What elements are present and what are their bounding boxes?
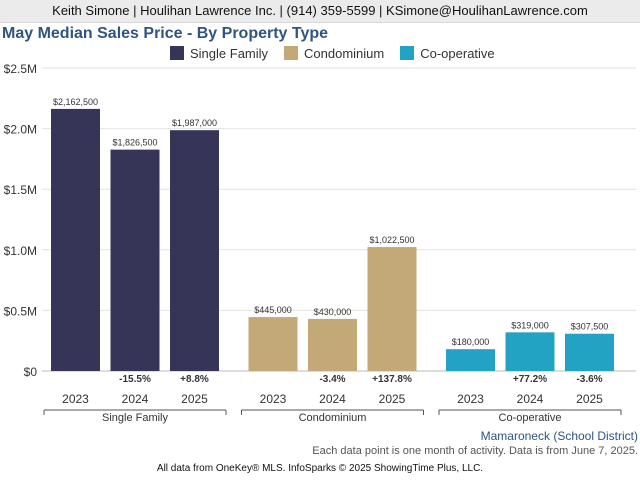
group-label: Single Family bbox=[102, 412, 169, 424]
change-label: -3.4% bbox=[319, 374, 345, 385]
bar-value-label: $430,000 bbox=[314, 307, 352, 317]
bar-value-label: $180,000 bbox=[452, 337, 490, 347]
y-tick-label: $1.5M bbox=[4, 183, 37, 197]
legend-swatch-co-operative bbox=[400, 46, 415, 60]
change-label: -3.6% bbox=[576, 374, 602, 385]
contact-banner: Keith Simone | Houlihan Lawrence Inc. | … bbox=[0, 0, 640, 23]
x-tick-label: 2025 bbox=[379, 392, 406, 406]
bar bbox=[110, 149, 160, 371]
bar-value-label: $1,826,500 bbox=[112, 138, 157, 148]
x-tick-label: 2025 bbox=[576, 392, 603, 406]
change-label: -15.5% bbox=[119, 374, 151, 385]
chart-legend: Single Family Condominium Co-operative bbox=[170, 45, 511, 61]
x-tick-label: 2023 bbox=[260, 392, 287, 406]
chart-title: May Median Sales Price - By Property Typ… bbox=[2, 25, 329, 42]
y-tick-label: $1.0M bbox=[4, 244, 37, 258]
bar bbox=[170, 130, 219, 371]
x-tick-label: 2024 bbox=[319, 392, 346, 406]
bar-value-label: $319,000 bbox=[511, 320, 549, 330]
group-label: Condominium bbox=[299, 412, 367, 424]
x-tick-label: 2025 bbox=[181, 392, 208, 406]
legend-item-single-family[interactable]: Single Family bbox=[170, 46, 268, 61]
bar bbox=[446, 349, 495, 371]
legend-item-co-operative[interactable]: Co-operative bbox=[400, 45, 495, 61]
bar-value-label: $307,500 bbox=[571, 322, 609, 332]
group-label: Co-operative bbox=[499, 412, 562, 424]
chart-subtitle: Mamaroneck (School District) bbox=[480, 429, 638, 443]
x-tick-label: 2023 bbox=[62, 392, 89, 406]
legend-item-condominium[interactable]: Condominium bbox=[284, 46, 384, 61]
x-tick-label: 2023 bbox=[457, 392, 484, 406]
data-note: Each data point is one month of activity… bbox=[312, 445, 638, 457]
bar bbox=[367, 247, 417, 371]
legend-label-single-family: Single Family bbox=[190, 45, 269, 61]
y-tick-label: $2.5M bbox=[4, 62, 37, 76]
bar bbox=[565, 333, 614, 371]
y-tick-label: $0 bbox=[24, 365, 38, 379]
bar bbox=[51, 108, 100, 371]
bar bbox=[248, 317, 298, 371]
bar-value-label: $445,000 bbox=[254, 305, 292, 315]
bar-value-label: $2,162,500 bbox=[53, 97, 98, 107]
bar-value-label: $1,987,000 bbox=[172, 118, 217, 128]
change-label: +77.2% bbox=[513, 374, 547, 385]
y-tick-label: $0.5M bbox=[4, 304, 37, 318]
bar bbox=[308, 318, 357, 371]
y-tick-label: $2.0M bbox=[4, 123, 37, 137]
bar-value-label: $1,022,500 bbox=[369, 235, 414, 245]
legend-label-condominium: Condominium bbox=[304, 45, 385, 61]
legend-label-co-operative: Co-operative bbox=[420, 45, 495, 61]
x-tick-label: 2024 bbox=[122, 392, 149, 406]
bar bbox=[505, 332, 555, 371]
x-tick-label: 2024 bbox=[517, 392, 544, 406]
change-label: +8.8% bbox=[180, 374, 209, 385]
footer-credit: All data from OneKey® MLS. InfoSparks © … bbox=[156, 463, 484, 474]
legend-swatch-condominium bbox=[284, 46, 299, 60]
change-label: +137.8% bbox=[372, 374, 412, 385]
legend-swatch-single-family bbox=[170, 46, 184, 60]
